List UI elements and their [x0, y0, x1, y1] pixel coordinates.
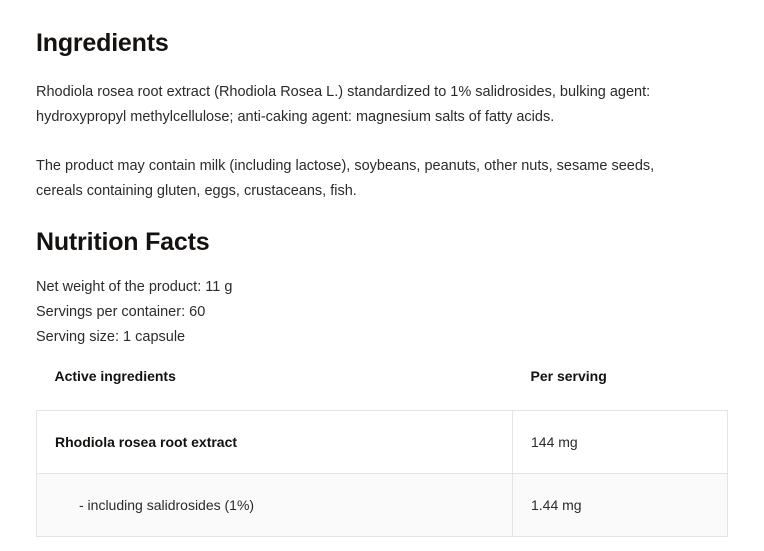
table-row: Rhodiola rosea root extract 144 mg: [36, 410, 728, 474]
table-row: - including salidrosides (1%) 1.44 mg: [36, 473, 728, 537]
nutrition-facts-table: Active ingredients Per serving Rhodiola …: [36, 368, 728, 537]
table-body: Rhodiola rosea root extract 144 mg - inc…: [36, 410, 728, 537]
fact-serving-size: Serving size: 1 capsule: [36, 329, 186, 345]
fact-net-weight: Net weight of the product: 11 g: [36, 279, 233, 295]
cell-ingredient-amount: 1.44 mg: [512, 473, 728, 537]
cell-ingredient-name: Rhodiola rosea root extract: [36, 410, 513, 474]
allergens-warning-text: The product may contain milk (including …: [36, 158, 655, 199]
column-header-per-serving: Per serving: [530, 368, 607, 384]
nutrition-facts-list: Net weight of the product: 11 g Servings…: [36, 275, 728, 350]
ingredients-heading: Ingredients: [36, 29, 169, 57]
table-header-row: Active ingredients Per serving: [37, 368, 728, 411]
nutrition-facts-heading: Nutrition Facts: [36, 228, 210, 256]
cell-ingredient-name: - including salidrosides (1%): [36, 473, 513, 537]
ingredients-composition-text: Rhodiola rosea root extract (Rhodiola Ro…: [36, 84, 651, 125]
cell-ingredient-amount: 144 mg: [512, 410, 728, 474]
fact-servings-per-container: Servings per container: 60: [36, 304, 206, 320]
table-head: Active ingredients Per serving: [37, 368, 728, 411]
column-header-active-ingredients: Active ingredients: [54, 368, 176, 384]
